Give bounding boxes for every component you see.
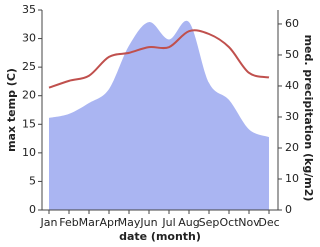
y2-tick-label: 60 [285, 17, 299, 30]
y2-axis-label: med. precipitation (kg/m2) [302, 35, 315, 202]
y2-tick-label: 30 [285, 110, 299, 123]
y-tick-label: 15 [22, 117, 36, 130]
y2-tick-label: 20 [285, 141, 299, 154]
temperature-line [48, 29, 270, 89]
y2-tick-label: 0 [285, 203, 292, 216]
x-tick-label: Aug [178, 216, 199, 229]
x-tick-label: May [118, 216, 141, 229]
x-tick-label: Jul [161, 216, 175, 229]
precipitation-area [49, 20, 269, 211]
y2-tick-label: 40 [285, 79, 299, 92]
x-axis-label: date (month) [119, 230, 201, 243]
y-tick-label: 5 [29, 174, 36, 187]
x-tick-label: Oct [219, 216, 239, 229]
y-tick-label: 25 [22, 60, 36, 73]
y2-tick-label: 50 [285, 48, 299, 61]
y-axis-label: max temp (C) [5, 68, 18, 152]
x-tick-label: Apr [99, 216, 119, 229]
y-tick-label: 30 [22, 32, 36, 45]
x-tick-label: Sep [199, 216, 220, 229]
y-tick-label: 10 [22, 146, 36, 159]
x-tick-label: Nov [238, 216, 260, 229]
x-tick-label: Jan [40, 216, 58, 229]
x-tick-label: Feb [59, 216, 78, 229]
y-tick-label: 20 [22, 89, 36, 102]
x-tick-label: Mar [79, 216, 100, 229]
y2-tick-label: 10 [285, 172, 299, 185]
x-tick-label: Jun [139, 216, 157, 229]
y-tick-label: 35 [22, 3, 36, 16]
x-tick-label: Dec [258, 216, 279, 229]
y-tick-label: 0 [29, 203, 36, 216]
